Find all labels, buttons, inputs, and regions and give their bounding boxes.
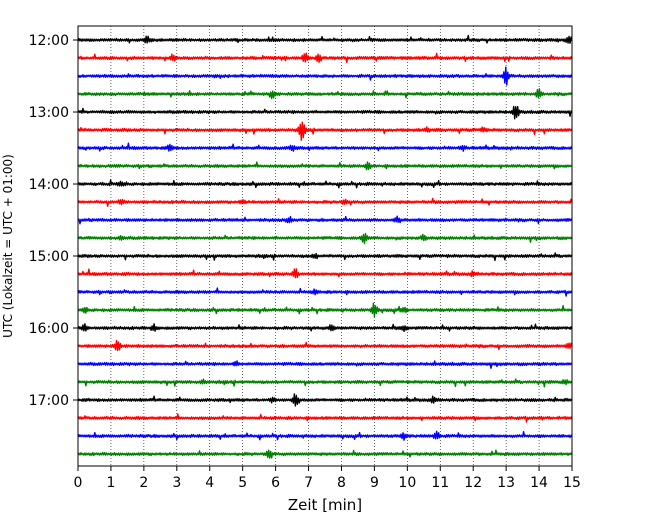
seismogram-trace [77, 66, 573, 86]
seismogram-trace [77, 142, 573, 152]
seismogram-trace [77, 232, 573, 245]
x-axis-label: Zeit [min] [288, 496, 362, 514]
seismogram-trace [77, 88, 573, 100]
y-axis-label: UTC (Lokalzeit = UTC + 01:00) [1, 154, 15, 338]
x-axis: 0 1 2 3 4 5 6 7 8 9 10 11 12 13 14 15 [74, 466, 581, 491]
y-tick-label: 15:00 [29, 249, 69, 265]
x-tick-label: 7 [304, 475, 313, 491]
x-tick-label: 11 [431, 475, 449, 491]
y-tick-label: 17:00 [29, 393, 69, 409]
x-tick-label: 13 [497, 475, 515, 491]
seismogram-trace [77, 449, 573, 459]
x-tick-label: 6 [271, 475, 280, 491]
seismogram-trace [77, 252, 573, 262]
seismogram-trace [77, 302, 573, 318]
seismogram-trace [77, 339, 573, 352]
traces [77, 34, 573, 459]
y-tick-label: 16:00 [29, 321, 69, 337]
x-tick-label: 4 [205, 475, 214, 491]
x-tick-label: 9 [370, 475, 379, 491]
x-tick-label: 5 [238, 475, 247, 491]
seismogram-trace [77, 105, 573, 120]
plot-frame [77, 25, 573, 467]
x-tick-label: 0 [74, 475, 83, 491]
x-tick-label: 15 [563, 475, 581, 491]
seismogram-trace [77, 413, 573, 423]
y-tick-label: 12:00 [29, 33, 69, 49]
seismogram-trace [77, 287, 573, 297]
seismogram-trace [77, 430, 573, 441]
seismogram-trace [77, 215, 573, 225]
y-axis: 12:00 13:00 14:00 15:00 16:00 17:00 [29, 33, 78, 409]
x-tick-label: 1 [106, 475, 115, 491]
x-tick-label: 10 [398, 475, 416, 491]
x-tick-label: 14 [530, 475, 548, 491]
seismogram-trace [77, 197, 573, 208]
x-tick-label: 2 [139, 475, 148, 491]
x-tick-label: 8 [337, 475, 346, 491]
seismogram-trace [77, 323, 573, 333]
seismogram-trace [77, 161, 573, 171]
seismogram-trace [77, 268, 573, 279]
grid-lines [110, 26, 540, 466]
seismogram-trace [77, 378, 573, 388]
seismogram-trace [77, 360, 573, 369]
seismogram-trace [77, 34, 573, 44]
seismogram-trace [77, 52, 573, 64]
x-tick-label: 12 [464, 475, 482, 491]
x-tick-label: 3 [172, 475, 181, 491]
seismogram-trace [77, 393, 573, 407]
y-tick-label: 14:00 [29, 177, 69, 193]
seismogram-trace [77, 179, 573, 189]
seismogram-trace [77, 121, 573, 141]
y-tick-label: 13:00 [29, 105, 69, 121]
